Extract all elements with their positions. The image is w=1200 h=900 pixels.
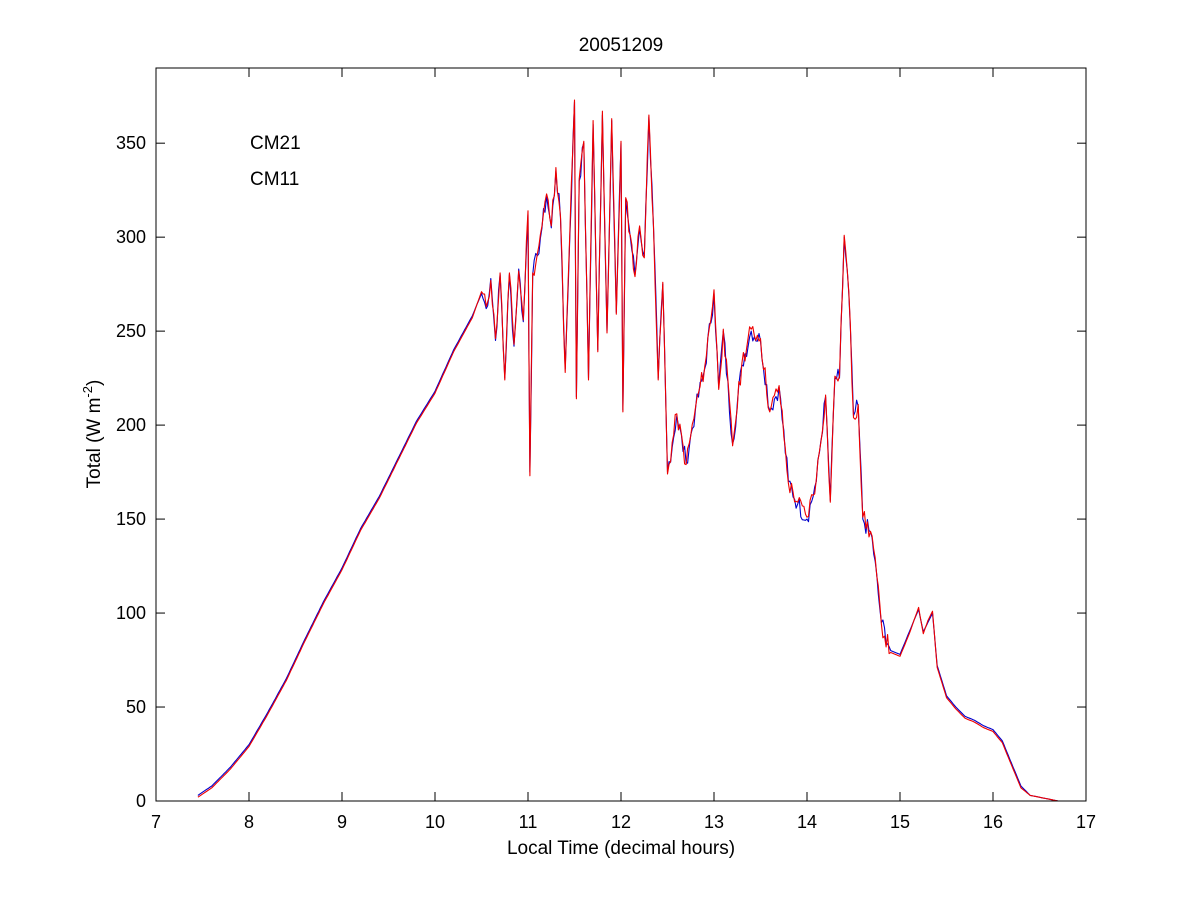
x-tick-label: 16 <box>983 812 1003 832</box>
tick-layer: 7 8 9 10 11 12 13 14 15 16 17 0 50 100 150 200 250 300 350 <box>116 68 1096 832</box>
x-tick-label: 10 <box>425 812 445 832</box>
x-tick-label: 9 <box>337 812 347 832</box>
y-tick-label: 250 <box>116 321 146 341</box>
y-tick-label: 300 <box>116 227 146 247</box>
chart-title: 20051209 <box>579 35 664 56</box>
x-tick-label: 11 <box>519 812 538 832</box>
y-tick-label: 150 <box>116 509 146 529</box>
x-axis-label: Local Time (decimal hours) <box>507 838 735 859</box>
x-tick-label: 8 <box>244 812 254 832</box>
y-axis-label: Total (W m-2) <box>80 380 105 489</box>
y-tick-label: 200 <box>116 415 146 435</box>
x-tick-label: 13 <box>704 812 724 832</box>
y-axis-label-close: ) <box>84 380 105 386</box>
y-tick-label: 100 <box>116 603 146 623</box>
series-layer <box>197 99 1059 802</box>
legend-entry-cm21: CM21 <box>250 133 301 154</box>
x-tick-label: 12 <box>611 812 631 832</box>
legend: CM21 CM11 <box>250 133 301 190</box>
x-tick-label: 14 <box>797 812 817 832</box>
series-line-cm11 <box>197 99 1059 802</box>
legend-entry-cm11: CM11 <box>250 169 299 190</box>
y-axis-label-base: Total (W m <box>84 398 105 489</box>
x-tick-label: 7 <box>151 812 161 832</box>
y-tick-label: 0 <box>136 791 146 811</box>
x-tick-label: 15 <box>890 812 910 832</box>
x-tick-label: 17 <box>1076 812 1096 832</box>
y-tick-label: 350 <box>116 133 146 153</box>
y-tick-label: 50 <box>126 697 146 717</box>
y-axis-label-sup: -2 <box>80 386 95 398</box>
